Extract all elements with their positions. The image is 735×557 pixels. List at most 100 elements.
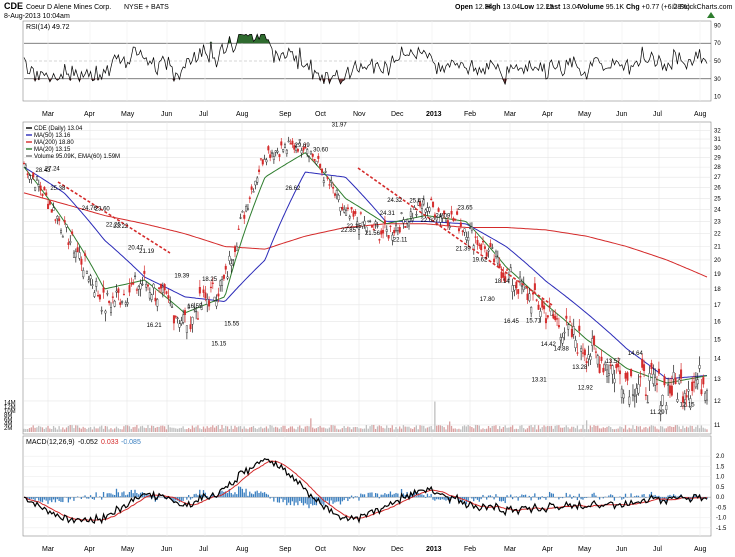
price-annotation: 23.60 [95, 206, 111, 212]
x-label: Mar [42, 546, 55, 553]
price-bar-body [407, 221, 410, 227]
price-bar-body [526, 293, 529, 300]
histogram-bar [369, 492, 371, 498]
volume-bar [293, 428, 295, 432]
price-annotation: 20.47 [128, 246, 144, 252]
price-bar-body [457, 228, 460, 232]
histogram-bar [293, 497, 295, 506]
volume-tick: 8M [4, 413, 12, 419]
price-bar-body [219, 280, 222, 286]
price-bar-body [324, 171, 327, 173]
histogram-bar [297, 497, 299, 506]
volume-bar [354, 426, 356, 432]
price-bar-body [389, 225, 392, 227]
volume-bar [282, 425, 284, 432]
volume-bar [395, 426, 397, 432]
volume-bar [436, 425, 438, 432]
price-bar-body [448, 225, 451, 229]
volume-bar [43, 428, 45, 432]
price-annotation: 24.32 [387, 198, 403, 204]
x-label: Jul [199, 546, 208, 553]
price-bar-body [217, 293, 220, 297]
histogram-bar [443, 497, 445, 500]
histogram-bar [39, 497, 42, 502]
histogram-bar [550, 493, 553, 498]
price-bar-body [206, 298, 209, 305]
price-bar-body [174, 316, 177, 318]
price-bar-body [26, 173, 29, 176]
price-annotation: 13.31 [532, 377, 548, 383]
volume-bar [563, 427, 566, 432]
price-bar-body [358, 229, 361, 235]
histogram-bar [343, 497, 345, 501]
volume-bar [260, 426, 262, 432]
price-bar-body [263, 158, 266, 160]
histogram-bar [671, 495, 673, 498]
price-bar-body [541, 300, 544, 308]
volume-bar [362, 428, 364, 432]
histogram-bar [117, 492, 119, 498]
price-bar-body [554, 316, 557, 321]
price-bar-body [504, 276, 507, 282]
volume-bar [480, 429, 482, 432]
x-label: 2013 [426, 546, 442, 553]
histogram-bar [162, 496, 164, 498]
histogram-bar [189, 497, 192, 500]
histogram-bar [323, 497, 325, 506]
volume-bar [382, 427, 384, 432]
price-bar-body [478, 244, 481, 246]
volume-bar [473, 428, 475, 432]
volume-bar [89, 427, 92, 432]
price-bar-body [178, 323, 181, 328]
x-label: Jun [616, 546, 627, 553]
macd-tick: 0.5 [716, 485, 725, 491]
volume-bar [402, 425, 405, 432]
volume-bar [156, 426, 158, 432]
price-bar-body [69, 241, 72, 244]
price-bar-body [402, 219, 405, 224]
histogram-bar [300, 497, 303, 503]
volume-bar [691, 425, 693, 432]
histogram-bar [347, 497, 349, 502]
histogram-bar [241, 488, 244, 498]
price-bar-body [507, 274, 510, 280]
price-bar-body [637, 384, 640, 394]
histogram-bar [95, 492, 97, 498]
price-bar-body [528, 293, 531, 301]
volume-bar [371, 424, 373, 432]
volume-bar [232, 428, 234, 432]
volume-bar [650, 425, 653, 432]
price-bar-body [196, 318, 199, 320]
histogram-bar [602, 497, 604, 499]
volume-bar [706, 429, 708, 432]
histogram-bar [330, 497, 332, 501]
volume-bar [684, 428, 686, 432]
volume-bar [384, 428, 386, 432]
volume-bar [278, 428, 281, 432]
volume-bar [674, 425, 677, 432]
x-label: Dec [391, 546, 404, 553]
histogram-bar [256, 490, 258, 498]
price-bar-body [513, 285, 516, 291]
histogram-bar [313, 497, 316, 505]
volume-bar [128, 426, 131, 432]
histogram-bar [267, 494, 269, 498]
downtrend-line-2 [57, 181, 171, 254]
price-bar-body [561, 337, 564, 344]
volume-bar [487, 425, 490, 432]
histogram-bar [376, 493, 379, 498]
x-label: Aug [236, 111, 249, 118]
volume-bar [428, 426, 430, 432]
price-bar-body [28, 175, 31, 180]
volume-bar [474, 424, 477, 432]
price-bar-body [569, 321, 572, 323]
histogram-bar [634, 496, 636, 498]
volume-bar [584, 428, 586, 432]
volume-bar [410, 428, 412, 432]
price-bar-body [328, 184, 331, 186]
price-annotation: 14.88 [554, 347, 570, 353]
histogram-bar [310, 497, 312, 504]
histogram-bar [489, 495, 492, 498]
price-bar-body [322, 180, 325, 184]
